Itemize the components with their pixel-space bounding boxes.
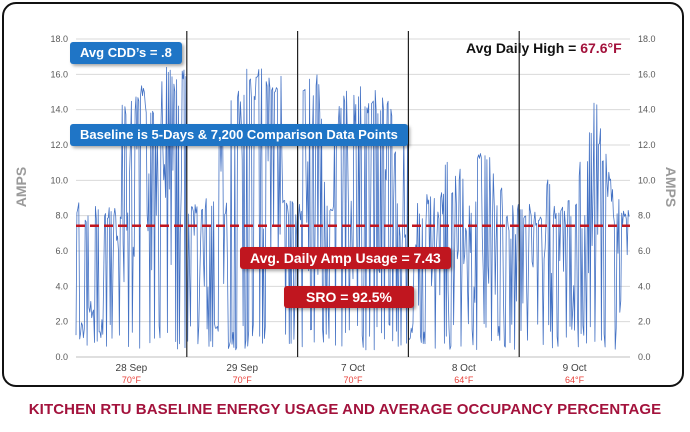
- x-tick-label: 9 Oct: [563, 363, 587, 374]
- y-axis-title-left: AMPS: [13, 167, 29, 207]
- y-tick-label-left: 14.0: [50, 105, 68, 115]
- day-temperature-label: 64°F: [454, 375, 474, 385]
- y-tick-label-right: 8.0: [638, 211, 651, 221]
- y-tick-label-left: 4.0: [55, 281, 68, 291]
- y-axis-title-right: AMPS: [663, 167, 679, 207]
- avg-daily-high-value: 67.6°F: [580, 40, 622, 56]
- y-tick-label-left: 2.0: [55, 317, 68, 327]
- x-tick-label: 29 Sep: [226, 363, 258, 374]
- avg-amp-callout: Avg. Daily Amp Usage = 7.43: [240, 247, 451, 269]
- y-tick-label-right: 12.0: [638, 140, 656, 150]
- y-tick-label-left: 18.0: [50, 34, 68, 44]
- day-temperature-label: 70°F: [233, 375, 253, 385]
- avg-daily-high-note: Avg Daily High = 67.6°F: [466, 40, 622, 56]
- y-tick-label-left: 6.0: [55, 246, 68, 256]
- y-tick-label-left: 8.0: [55, 211, 68, 221]
- day-temperature-label: 70°F: [343, 375, 363, 385]
- x-tick-label: 7 Oct: [341, 363, 365, 374]
- y-tick-label-right: 4.0: [638, 281, 651, 291]
- y-tick-label-right: 0.0: [638, 352, 651, 362]
- sro-callout: SRO = 92.5%: [284, 286, 414, 308]
- y-tick-label-right: 2.0: [638, 317, 651, 327]
- chart-frame: 0.0 0.0 2.0 2.0 4.0 4.0 6.0 6.0 8.0 8.0 10.0 10.0 12…: [2, 2, 684, 387]
- baseline-callout: Baseline is 5-Days & 7,200 Comparison Da…: [70, 124, 408, 146]
- y-tick-label-right: 18.0: [638, 34, 656, 44]
- y-tick-label-right: 6.0: [638, 246, 651, 256]
- day-temperature-label: 64°F: [565, 375, 585, 385]
- x-tick-label: 8 Oct: [452, 363, 476, 374]
- y-tick-label-left: 10.0: [50, 175, 68, 185]
- avg-daily-high-label: Avg Daily High =: [466, 40, 581, 56]
- chart-caption: KITCHEN RTU BASELINE ENERGY USAGE AND AV…: [28, 401, 662, 418]
- day-temperature-label: 70°F: [122, 375, 142, 385]
- y-tick-label-left: 16.0: [50, 69, 68, 79]
- avg-cdd-callout: Avg CDD’s = .8: [70, 42, 182, 64]
- y-tick-label-right: 16.0: [638, 69, 656, 79]
- y-tick-label-left: 12.0: [50, 140, 68, 150]
- y-tick-label-right: 14.0: [638, 105, 656, 115]
- x-tick-label: 28 Sep: [116, 363, 148, 374]
- y-tick-label-right: 10.0: [638, 175, 656, 185]
- y-tick-label-left: 0.0: [55, 352, 68, 362]
